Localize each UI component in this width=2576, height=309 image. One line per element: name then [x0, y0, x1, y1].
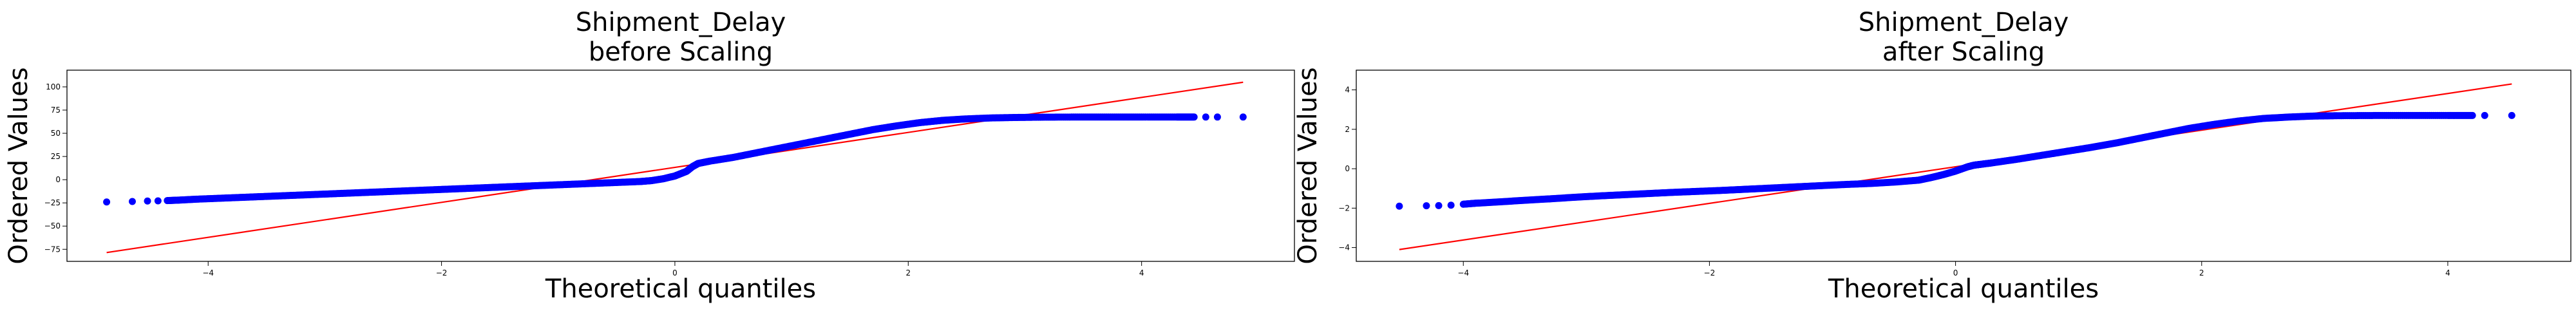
x-tick-label: −2	[436, 268, 448, 277]
plot-area-frame	[1356, 70, 2571, 262]
x-tick-label: 0	[672, 268, 677, 277]
data-point	[2481, 111, 2488, 119]
data-point	[2508, 111, 2515, 119]
data-point	[1239, 113, 1247, 121]
y-tick-label: 50	[51, 129, 61, 138]
x-axis-label: Theoretical quantiles	[545, 274, 816, 304]
data-point	[1435, 201, 1443, 209]
x-tick-label: −4	[1457, 268, 1469, 277]
y-tick-label: 4	[1345, 86, 1350, 95]
x-tick-label: 0	[1953, 268, 1958, 277]
data-point	[2468, 111, 2476, 119]
x-tick-label: 2	[2199, 268, 2204, 277]
data-point	[1202, 113, 1209, 121]
y-tick-label: −25	[44, 198, 61, 207]
data-point	[128, 198, 136, 205]
quantile-points	[103, 113, 1247, 206]
data-point	[1447, 201, 1455, 209]
data-point	[1423, 202, 1430, 210]
x-tick-label: −2	[1704, 268, 1716, 277]
y-tick-label: −75	[44, 245, 61, 254]
x-tick-label: 4	[2445, 268, 2450, 277]
x-tick-label: 4	[1139, 268, 1144, 277]
chart-title-line: before Scaling	[589, 37, 773, 67]
data-point	[154, 197, 162, 205]
plot-area-frame	[66, 70, 1295, 262]
y-tick-label: 2	[1345, 125, 1350, 134]
x-axis-label: Theoretical quantiles	[1828, 274, 2099, 304]
reference-fit-line	[106, 81, 1244, 254]
y-tick-label: 75	[51, 106, 61, 115]
x-tick-label: 2	[905, 268, 911, 277]
y-tick-label: 25	[51, 152, 61, 161]
y-tick-label: −2	[1338, 203, 1350, 212]
y-tick-label: −50	[44, 221, 61, 230]
data-point	[103, 198, 111, 206]
y-tick-label: 0	[1345, 164, 1350, 173]
x-tick-label: −4	[202, 268, 214, 277]
data-point	[144, 197, 151, 205]
y-tick-label: −4	[1338, 243, 1350, 252]
y-axis-label: Ordered Values	[4, 67, 33, 264]
y-tick-label: 0	[55, 175, 61, 184]
quantile-points	[1396, 111, 2515, 210]
reference-fit-line	[1399, 83, 2512, 250]
data-point	[1190, 113, 1198, 121]
y-axis-label: Ordered Values	[1293, 67, 1323, 264]
chart-title-line: Shipment_Delay	[1859, 8, 2069, 37]
chart-title-line: after Scaling	[1882, 37, 2045, 67]
chart-title-line: Shipment_Delay	[576, 8, 786, 37]
y-tick-label: 100	[46, 82, 61, 91]
data-point	[1396, 202, 1403, 210]
data-point	[1213, 113, 1221, 121]
